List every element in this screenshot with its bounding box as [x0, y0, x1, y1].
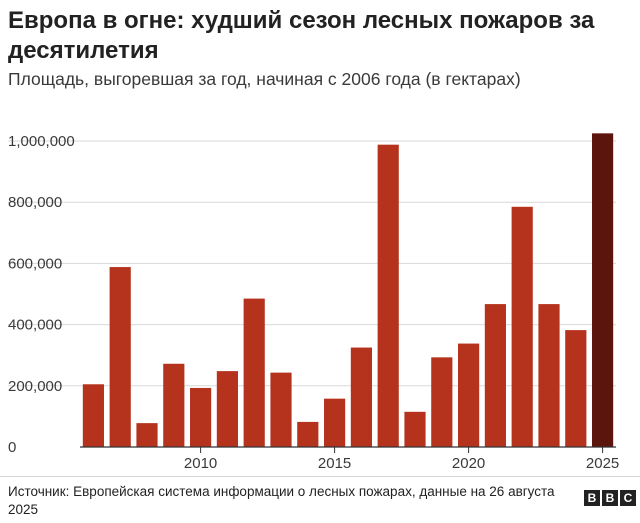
x-tick-label: 2015 [318, 455, 351, 472]
bar-2015 [324, 398, 346, 447]
bar-2013 [270, 372, 292, 447]
bar-2017 [377, 144, 399, 447]
x-tick-label: 2010 [184, 455, 217, 472]
bar-2009 [163, 363, 185, 447]
bar-2014 [297, 421, 319, 447]
bar-2008 [136, 423, 158, 447]
bar-2012 [243, 298, 265, 447]
chart-title: Европа в огне: худший сезон лесных пожар… [8, 7, 595, 64]
y-tick-label: 800,000 [8, 194, 62, 211]
bar-2023 [538, 304, 560, 447]
axes: 0 200,000 400,000 600,000 800,000 1,000,000 20… [8, 133, 619, 472]
y-tick-label: 0 [8, 439, 16, 456]
y-tick-label: 600,000 [8, 255, 62, 272]
bar-2016 [350, 347, 372, 447]
bar-2007 [109, 267, 131, 447]
bar-2018 [404, 411, 426, 447]
bar-2020 [458, 343, 480, 447]
bar-2010 [190, 387, 212, 447]
footer-divider [0, 476, 640, 477]
y-tick-label: 1,000,000 [8, 133, 75, 150]
bar-2025 [592, 133, 614, 447]
bbc-logo: B B C [584, 490, 636, 506]
source-note: Источник: Европейская система информации… [8, 484, 555, 517]
bbc-logo-letter: B [602, 490, 618, 506]
bars [82, 133, 614, 447]
bbc-logo-letter: B [584, 490, 600, 506]
x-tick-label: 2020 [452, 455, 485, 472]
bar-chart: 0 200,000 400,000 600,000 800,000 1,000,000 20… [8, 133, 619, 472]
bar-2006 [82, 384, 104, 447]
y-tick-label: 400,000 [8, 317, 62, 334]
y-tick-label: 200,000 [8, 378, 62, 395]
bar-2021 [484, 304, 506, 447]
x-tick-label: 2025 [586, 455, 619, 472]
bar-2011 [216, 371, 238, 447]
bar-2019 [431, 357, 453, 447]
bar-2024 [565, 330, 587, 447]
chart-subtitle: Площадь, выгоревшая за год, начиная с 20… [8, 69, 521, 89]
bar-2022 [511, 206, 533, 447]
bbc-logo-letter: C [620, 490, 636, 506]
